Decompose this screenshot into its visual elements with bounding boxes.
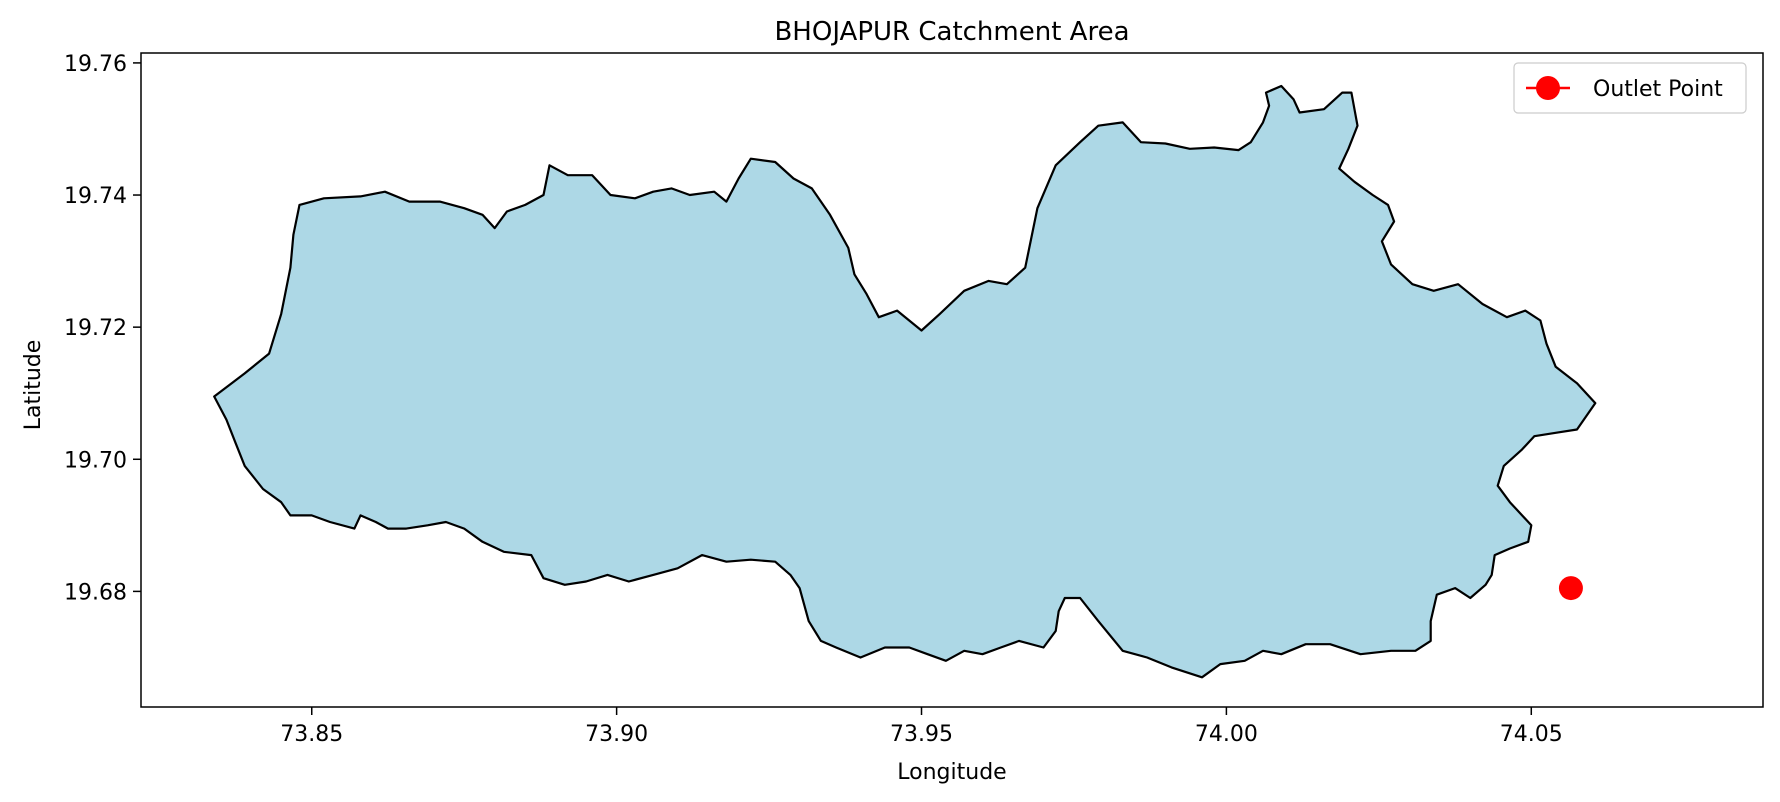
y-axis-ticks: 19.68 19.70 19.72 19.74 19.76 bbox=[64, 52, 141, 605]
series-group bbox=[1558, 576, 1583, 601]
legend-marker-swatch bbox=[1536, 76, 1560, 100]
outlet-point-marker bbox=[1558, 576, 1583, 601]
x-tick-label: 74.00 bbox=[1195, 722, 1258, 747]
x-tick-label: 73.85 bbox=[280, 722, 343, 747]
legend: Outlet Point bbox=[1513, 62, 1747, 114]
axes-frame bbox=[140, 52, 1764, 708]
x-axis-ticks: 73.85 73.90 73.95 74.00 74.05 bbox=[280, 707, 1563, 747]
y-tick-label: 19.70 bbox=[64, 448, 127, 473]
y-tick-label: 19.76 bbox=[64, 52, 127, 77]
x-tick-label: 73.95 bbox=[890, 722, 953, 747]
x-axis-label: Longitude bbox=[897, 760, 1006, 785]
x-tick-label: 73.90 bbox=[585, 722, 648, 747]
catchment-polygon bbox=[213, 84, 1597, 679]
y-axis-label: Latitude bbox=[21, 340, 46, 431]
legend-box bbox=[1513, 62, 1747, 114]
map-title: BHOJAPUR Catchment Area bbox=[774, 17, 1129, 47]
legend-label-outlet-point: Outlet Point bbox=[1593, 77, 1723, 102]
y-tick-label: 19.74 bbox=[64, 184, 127, 209]
y-tick-label: 19.68 bbox=[64, 580, 127, 605]
plot-area bbox=[140, 52, 1764, 708]
x-tick-label: 74.05 bbox=[1500, 722, 1563, 747]
y-tick-label: 19.72 bbox=[64, 316, 127, 341]
